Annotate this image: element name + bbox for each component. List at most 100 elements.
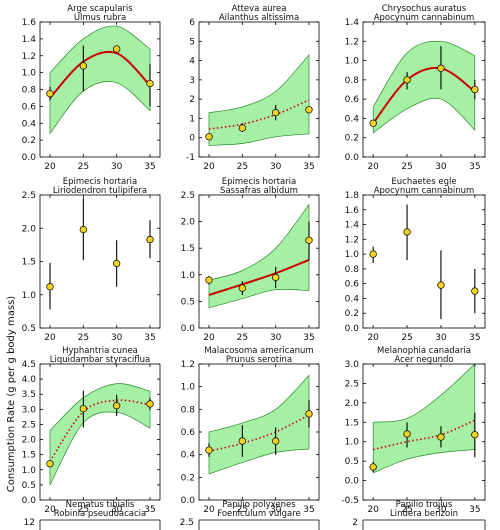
y-tick-label: 0.5 [181, 297, 195, 307]
x-tick-label: 30 [270, 162, 282, 172]
data-point [305, 106, 313, 114]
y-tick-label: 4 [189, 57, 195, 67]
confidence-band [208, 374, 310, 475]
y-tick-label: 2.5 [22, 191, 36, 201]
subplot-title-line2: Liquidambar styraciflua [50, 355, 150, 365]
y-tick-label: 2.5 [22, 420, 36, 430]
y-tick-label: 2.5 [345, 379, 359, 389]
y-tick-label: 0.6 [181, 428, 196, 438]
plot-frame [39, 363, 161, 501]
x-tick-label: 25 [237, 505, 248, 515]
y-tick-label: 0.8 [181, 405, 196, 415]
x-tick-label: 25 [401, 162, 412, 172]
y-tick-label: 1 [189, 114, 195, 124]
data-point [113, 259, 121, 268]
subplot-title-line2: Prunus serotina [226, 355, 292, 365]
y-tick-label: 1.0 [181, 383, 196, 393]
y-tick-label: 3 [189, 76, 195, 86]
subplot-title-line1: Papilio polyxenes [222, 500, 296, 510]
y-tick-label: 0 [189, 134, 195, 144]
y-tick-label: 3.0 [22, 405, 37, 415]
subplot-title-line2: Apocynum cannabinum [374, 186, 475, 196]
y-tick-label: 0.4 [345, 114, 360, 124]
y-tick-label: 0.8 [22, 86, 37, 96]
y-tick-label: 1.2 [22, 52, 36, 62]
subplot-title-line2: Sassafras albidum [220, 186, 298, 196]
y-tick-label: 1.4 [345, 221, 360, 231]
x-tick-label: 25 [401, 333, 412, 343]
y-tick-label: 0.4 [345, 294, 360, 304]
plot-frame [362, 21, 486, 158]
y-axis-label: Consumption Rate (g per g body mass) [6, 296, 17, 492]
y-tick-label: 6 [189, 18, 195, 28]
subplot-title-line2: Ulmus rubra [74, 13, 126, 23]
y-tick-label: 2.5 [180, 518, 194, 528]
confidence-band [208, 203, 310, 309]
y-tick-label: 1.0 [345, 438, 360, 448]
y-tick-label: 0.2 [22, 136, 36, 146]
y-tick-label: 1.6 [22, 18, 37, 28]
y-tick-label: 1.2 [345, 37, 359, 47]
y-tick-label: 1.0 [22, 69, 37, 79]
plot-frame [198, 194, 320, 329]
data-point [238, 124, 246, 132]
subplot-title-line1: Malacosoma americanum [204, 346, 313, 356]
x-tick-label: 20 [367, 162, 379, 172]
subplot-title-line1: Epimecis hortaria [222, 177, 297, 187]
subplot-title-line2: Apocynum cannabinum [374, 13, 475, 23]
y-tick-label: 3.5 [22, 390, 36, 400]
y-tick-label: 2 [189, 95, 195, 105]
x-tick-label: 30 [111, 505, 123, 515]
y-tick-label: 2.0 [345, 399, 360, 409]
y-tick-label: 0.6 [22, 102, 37, 112]
y-tick-label: 4.0 [22, 375, 37, 385]
data-point [369, 119, 377, 127]
data-point [79, 405, 87, 413]
subplot-title-line2: Foeniculum vulgare [217, 509, 300, 519]
x-tick-label: 20 [367, 333, 379, 343]
data-point [46, 460, 54, 468]
y-tick-label: 4.5 [22, 360, 36, 370]
data-point [437, 433, 445, 441]
x-tick-label: 25 [78, 333, 89, 343]
confidence-band [49, 25, 151, 135]
y-tick-label: 0.0 [345, 477, 360, 487]
x-tick-label: 25 [237, 162, 248, 172]
y-tick-label: 0.6 [345, 95, 360, 105]
subplot-title-line2: Lindera benzoin [390, 509, 458, 519]
y-tick-label: 1.5 [181, 244, 195, 254]
y-tick-label: 0.5 [345, 457, 359, 467]
data-point [369, 463, 377, 471]
y-tick-label: 2 [352, 518, 358, 528]
y-tick-label: 0.8 [345, 265, 360, 275]
data-point [146, 79, 154, 88]
y-tick-label: 0.0 [22, 153, 37, 163]
y-tick-label: 2.0 [181, 218, 196, 228]
x-tick-label: 20 [203, 333, 215, 343]
x-tick-label: 35 [144, 333, 155, 343]
y-tick-label: 1.2 [181, 360, 195, 370]
x-tick-label: 20 [44, 505, 56, 515]
confidence-band [49, 383, 151, 486]
y-tick-label: 0.6 [345, 280, 360, 290]
data-point [205, 276, 213, 284]
data-point [471, 287, 479, 295]
plot-frame [39, 194, 161, 329]
y-tick-label: 2.0 [22, 436, 37, 446]
x-tick-label: 25 [401, 505, 412, 515]
x-tick-label: 25 [78, 505, 89, 515]
confidence-band [372, 40, 476, 134]
plot-frame [362, 194, 486, 329]
subplot-title-line1: Nematus tibialis [66, 500, 135, 510]
y-tick-label: 1.8 [345, 191, 360, 201]
data-point [272, 437, 280, 445]
data-point [205, 446, 213, 454]
data-point [113, 402, 121, 410]
x-tick-label: 30 [270, 333, 282, 343]
